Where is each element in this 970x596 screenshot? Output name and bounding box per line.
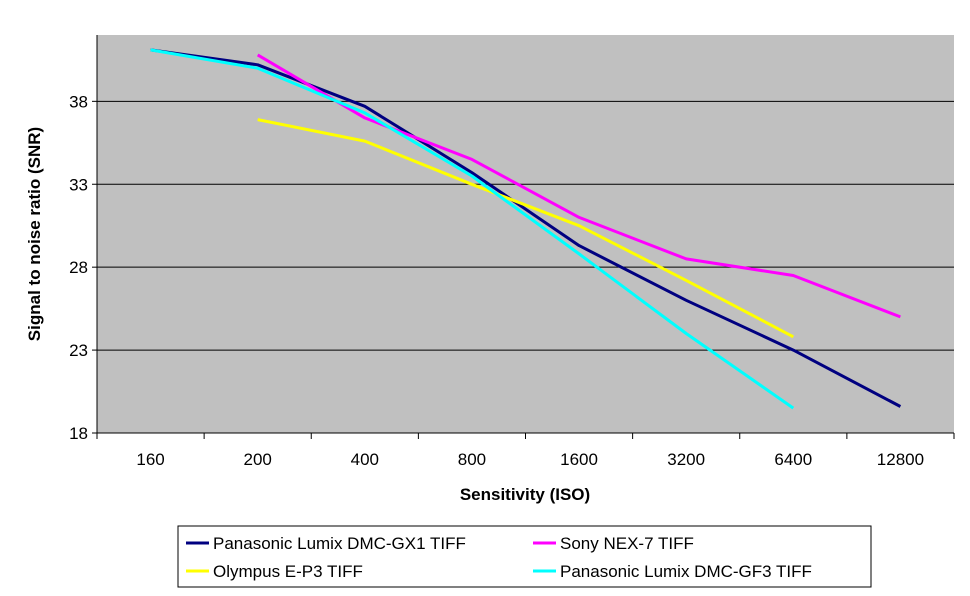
grid-lines <box>97 100 954 351</box>
y-tick-label: 18 <box>69 424 88 443</box>
legend-label: Panasonic Lumix DMC-GF3 TIFF <box>560 562 812 581</box>
legend-label: Sony NEX-7 TIFF <box>560 534 694 553</box>
tick-labels: 18 23 28 33 38 160 200 400 800 1600 3200 6400 12800 <box>69 92 924 469</box>
y-axis-title: Signal to noise ratio (SNR) <box>25 127 44 341</box>
y-tick-label: 28 <box>69 258 88 277</box>
series-line-1 <box>256 53 901 319</box>
axes <box>92 35 955 439</box>
legend-box <box>177 525 872 588</box>
series-line-3 <box>150 48 795 410</box>
legend: Panasonic Lumix DMC-GX1 TIFF Sony NEX-7 T… <box>177 525 872 588</box>
y-tick-label: 38 <box>69 92 88 111</box>
x-axis-title: Sensitivity (ISO) <box>460 485 590 504</box>
x-tick-label: 400 <box>351 450 379 469</box>
series-line-0 <box>150 48 902 408</box>
x-tick-label: 1600 <box>560 450 598 469</box>
x-tick-label: 12800 <box>877 450 924 469</box>
plot-area <box>97 35 954 433</box>
y-tick-label: 33 <box>69 175 88 194</box>
x-tick-label: 800 <box>458 450 486 469</box>
legend-label: Olympus E-P3 TIFF <box>213 562 363 581</box>
series-line-2 <box>257 118 794 339</box>
legend-label: Panasonic Lumix DMC-GX1 TIFF <box>213 534 466 553</box>
y-tick-label: 23 <box>69 341 88 360</box>
series-lines <box>150 48 902 410</box>
x-tick-label: 3200 <box>667 450 705 469</box>
x-tick-label: 160 <box>136 450 164 469</box>
x-tick-label: 6400 <box>774 450 812 469</box>
x-tick-label: 200 <box>244 450 272 469</box>
